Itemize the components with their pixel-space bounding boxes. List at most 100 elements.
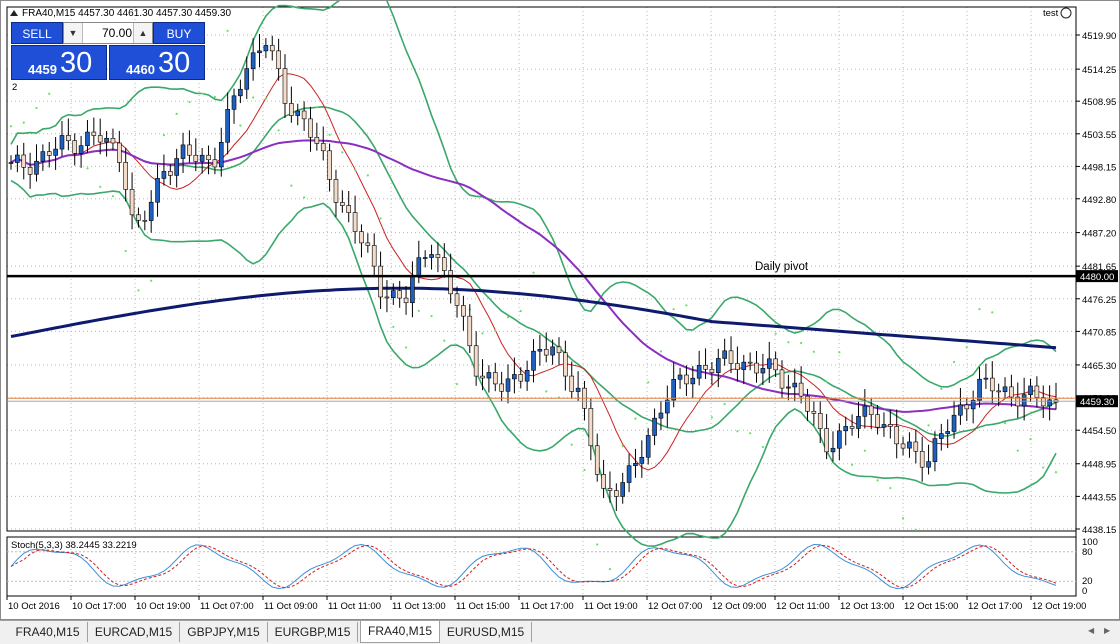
sar-dot bbox=[392, 325, 395, 328]
candle-body bbox=[72, 140, 78, 154]
candle-body bbox=[932, 438, 938, 462]
candle-body bbox=[391, 290, 396, 298]
candle-body bbox=[85, 131, 90, 146]
chart-canvas[interactable]: 4519.90 4514.25 4508.95 4503.55 4498.15 4492.… bbox=[1, 1, 1119, 619]
chart-window[interactable]: 4519.90 4514.25 4508.95 4503.55 4498.15 4492.… bbox=[0, 0, 1120, 620]
chart-tab[interactable]: FRA40,M15 bbox=[8, 622, 88, 642]
candlestick bbox=[550, 339, 555, 365]
candle-body bbox=[403, 297, 409, 304]
chart-tab[interactable]: EURGBP,M15 bbox=[268, 622, 358, 642]
candlestick bbox=[601, 459, 606, 499]
candlestick bbox=[85, 119, 90, 153]
chart-tab[interactable]: GBPJPY,M15 bbox=[180, 622, 268, 642]
candlestick bbox=[779, 360, 785, 398]
candlestick bbox=[117, 130, 122, 173]
tab-scroll-left-icon[interactable]: ◀ bbox=[1088, 626, 1095, 635]
chart-tab[interactable]: EURCAD,M15 bbox=[88, 622, 180, 642]
time-tick-label: 11 Oct 09:00 bbox=[264, 601, 318, 612]
candle-body bbox=[684, 374, 689, 385]
candlestick bbox=[193, 138, 199, 172]
candle-body bbox=[97, 135, 103, 143]
price-tick-label: 4492.80 bbox=[1082, 195, 1116, 206]
candle-body bbox=[805, 395, 810, 412]
candle-body bbox=[970, 399, 976, 410]
candle-body bbox=[766, 358, 772, 369]
candlestick bbox=[129, 172, 135, 230]
sar-dot bbox=[787, 341, 790, 344]
candlestick bbox=[817, 401, 823, 444]
candle-body bbox=[849, 426, 855, 429]
candlestick bbox=[250, 38, 256, 81]
time-tick-label: 11 Oct 13:00 bbox=[392, 601, 446, 612]
tab-scroll-right-icon[interactable]: ▶ bbox=[1104, 626, 1111, 635]
sar-dot bbox=[1003, 422, 1007, 425]
candle-body bbox=[352, 212, 358, 232]
volume-spinner[interactable]: ▼ 70.00 ▲ bbox=[63, 22, 153, 44]
candle-body bbox=[486, 372, 492, 379]
candlestick bbox=[620, 472, 626, 504]
candlestick bbox=[894, 409, 900, 459]
candlestick bbox=[352, 195, 358, 244]
candle-body bbox=[792, 382, 798, 388]
sar-dot bbox=[685, 304, 688, 307]
stoch-label: Stoch(5,3,3) 38.2445 33.2219 bbox=[11, 540, 137, 551]
candlestick bbox=[805, 388, 810, 421]
sell-button[interactable]: SELL bbox=[11, 22, 63, 44]
candlestick bbox=[467, 304, 473, 354]
sar-dot bbox=[404, 346, 408, 349]
sar-dot bbox=[22, 121, 25, 124]
buy-price-button[interactable]: 4460 30 bbox=[109, 45, 205, 80]
candlestick bbox=[72, 133, 78, 166]
one-click-trade-panel: SELL ▼ 70.00 ▲ BUY 4459 30 4460 30 bbox=[11, 22, 205, 80]
candle-body bbox=[907, 441, 912, 449]
candle-body bbox=[15, 154, 20, 163]
candle-body bbox=[837, 430, 842, 449]
stoch-tick-label: 80 bbox=[1082, 547, 1093, 558]
candle-body bbox=[996, 390, 1001, 393]
volume-up-icon[interactable]: ▲ bbox=[133, 23, 152, 43]
time-tick-label: 11 Oct 17:00 bbox=[520, 601, 574, 612]
sar-dot bbox=[9, 125, 13, 128]
chart-tab-active[interactable]: FRA40,M15 bbox=[360, 621, 440, 643]
candlestick bbox=[289, 86, 294, 123]
candlestick bbox=[320, 126, 326, 161]
volume-input[interactable]: 70.00 bbox=[101, 26, 132, 40]
candle-body bbox=[473, 345, 479, 377]
candle-body bbox=[314, 136, 320, 144]
sar-dot bbox=[1029, 438, 1032, 441]
candle-body bbox=[1009, 386, 1014, 398]
indicator-count: 2 bbox=[12, 82, 17, 93]
candlestick bbox=[480, 359, 485, 391]
price-tick-label: 4465.30 bbox=[1082, 361, 1116, 372]
buy-button[interactable]: BUY bbox=[153, 22, 205, 44]
candlestick bbox=[652, 408, 657, 446]
candle-body bbox=[550, 346, 555, 356]
candlestick bbox=[543, 332, 549, 363]
candle-body bbox=[167, 171, 173, 176]
candle-body bbox=[1047, 399, 1052, 407]
candlestick bbox=[167, 164, 173, 186]
sar-dot bbox=[277, 129, 280, 132]
chart-tab[interactable]: EURUSD,M15 bbox=[440, 622, 532, 642]
moving-average-slow bbox=[10, 286, 1057, 350]
candle-body bbox=[193, 154, 199, 162]
candle-body bbox=[384, 296, 390, 299]
sar-dot bbox=[940, 387, 943, 390]
stoch-main-line bbox=[10, 543, 1057, 590]
candle-body bbox=[180, 144, 186, 159]
candlestick bbox=[913, 429, 919, 464]
stoch-tick-label: 100 bbox=[1082, 537, 1098, 548]
candle-body bbox=[888, 424, 893, 427]
candle-body bbox=[728, 350, 734, 364]
candle-body bbox=[824, 428, 829, 453]
candle-body bbox=[677, 374, 683, 380]
candlestick bbox=[531, 339, 536, 383]
candlestick bbox=[104, 131, 109, 157]
sell-price-button[interactable]: 4459 30 bbox=[11, 45, 107, 80]
candle-body bbox=[295, 110, 301, 116]
sar-dot bbox=[213, 95, 217, 98]
volume-down-icon[interactable]: ▼ bbox=[64, 23, 83, 43]
candlestick bbox=[97, 118, 103, 155]
candle-body bbox=[505, 378, 511, 392]
candlestick bbox=[888, 409, 893, 439]
